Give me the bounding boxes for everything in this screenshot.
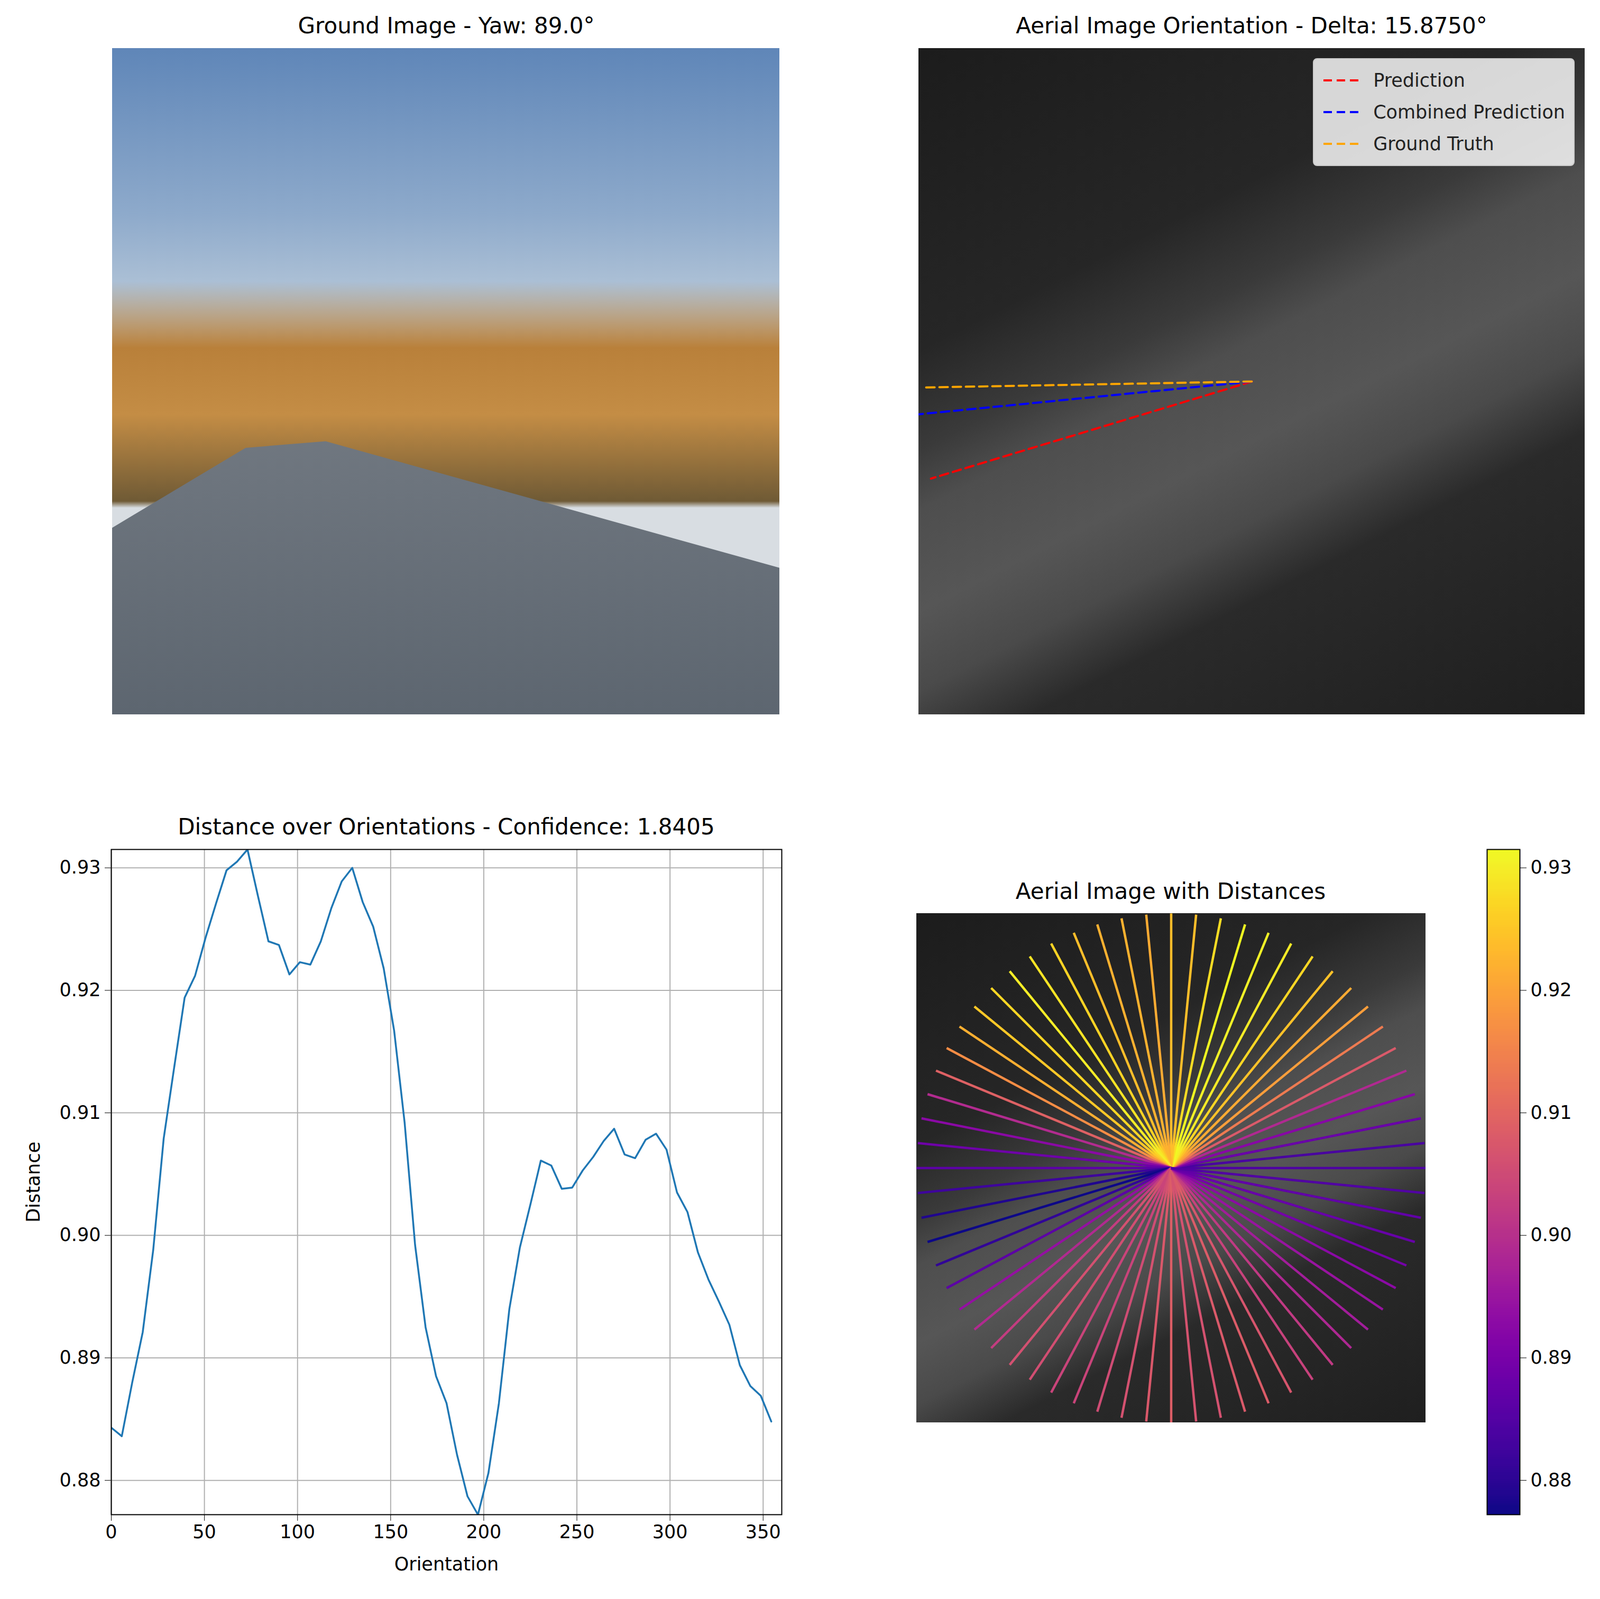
html-text:Aerial Image with Distances: Aerial Image with Distances [1015, 877, 1326, 904]
html-text:Aerial Image Orientation - Del: Aerial Image Orientation - Delta: 15.875… [1015, 12, 1488, 39]
svg-text:0.92: 0.92 [59, 979, 101, 1001]
svg-text:Orientation: Orientation [394, 1553, 500, 1575]
svg-text:0.91: 0.91 [1530, 1101, 1572, 1124]
svg-text:0.89: 0.89 [1530, 1346, 1572, 1368]
svg-text:0.90: 0.90 [1530, 1224, 1572, 1246]
svg-text:0.91: 0.91 [59, 1101, 101, 1124]
html-text:Combined Prediction: Combined Prediction [1373, 101, 1566, 123]
svg-text:0.90: 0.90 [59, 1224, 101, 1246]
html-text:Prediction: Prediction [1373, 69, 1466, 91]
svg-text:0.92: 0.92 [1530, 979, 1572, 1001]
html-text:Distance over Orientations - C: Distance over Orientations - Confidence:… [177, 813, 715, 840]
svg-text:0.93: 0.93 [1530, 856, 1572, 878]
svg-text:0.93: 0.93 [59, 856, 101, 878]
svg-text:350: 350 [745, 1521, 781, 1543]
svg-text:150: 150 [372, 1521, 409, 1543]
html-text:Ground Image - Yaw: 89.0°: Ground Image - Yaw: 89.0° [297, 12, 595, 39]
svg-text:0: 0 [105, 1521, 117, 1543]
svg-text:Distance: Distance [22, 1141, 44, 1223]
svg-text:300: 300 [652, 1521, 688, 1543]
svg-text:0.88: 0.88 [1530, 1469, 1572, 1491]
svg-text:100: 100 [279, 1521, 316, 1543]
svg-text:0.89: 0.89 [59, 1346, 101, 1368]
svg-text:200: 200 [466, 1521, 502, 1543]
html-text:Ground Truth: Ground Truth [1373, 133, 1495, 155]
svg-text:0.88: 0.88 [59, 1469, 101, 1491]
svg-text:250: 250 [559, 1521, 595, 1543]
svg-text:50: 50 [192, 1521, 217, 1543]
